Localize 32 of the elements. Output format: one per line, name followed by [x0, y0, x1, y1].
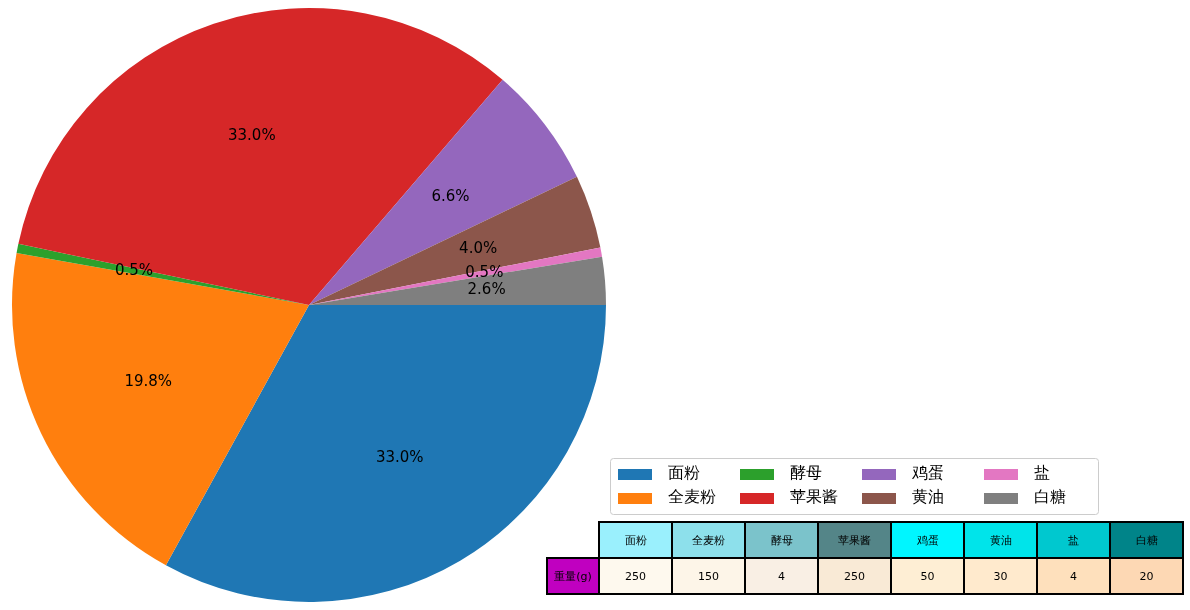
legend-label: 面粉	[668, 463, 700, 483]
data-label: 4.0%	[459, 238, 498, 257]
category-label: 面粉	[599, 522, 672, 558]
category-label: 酵母	[745, 522, 818, 558]
data-label: 150	[672, 558, 745, 594]
legend-label: 全麦粉	[668, 487, 716, 507]
text: 重量(g)	[547, 558, 599, 594]
data-label: 19.8%	[124, 371, 173, 390]
legend-label: 盐	[1034, 463, 1050, 483]
data-label: 2.6%	[467, 280, 506, 299]
legend-label: 黄油	[912, 487, 944, 507]
legend-label: 白糖	[1034, 487, 1066, 507]
data-label: 33.0%	[375, 448, 424, 467]
data-label: 50	[891, 558, 964, 594]
category-label: 全麦粉	[672, 522, 745, 558]
legend-label: 苹果酱	[790, 487, 838, 507]
category-label: 黄油	[964, 522, 1037, 558]
data-label: 30	[964, 558, 1037, 594]
data-label: 20	[1110, 558, 1183, 594]
legend-label: 酵母	[790, 463, 822, 483]
data-label: 250	[818, 558, 891, 594]
data-label: 33.0%	[227, 126, 276, 145]
data-label: 0.5%	[465, 263, 504, 282]
data-label: 250	[599, 558, 672, 594]
category-label: 白糖	[1110, 522, 1183, 558]
data-label: 4	[1037, 558, 1110, 594]
category-label: 苹果酱	[818, 522, 891, 558]
data-label: 6.6%	[431, 186, 470, 205]
legend-label: 鸡蛋	[911, 463, 944, 483]
category-label: 鸡蛋	[891, 522, 964, 558]
category-label: 盐	[1037, 522, 1110, 558]
data-label: 4	[745, 558, 818, 594]
